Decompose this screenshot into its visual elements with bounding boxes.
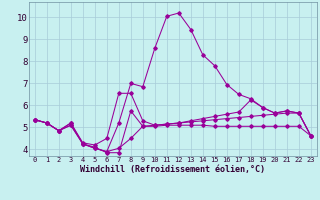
X-axis label: Windchill (Refroidissement éolien,°C): Windchill (Refroidissement éolien,°C) bbox=[80, 165, 265, 174]
